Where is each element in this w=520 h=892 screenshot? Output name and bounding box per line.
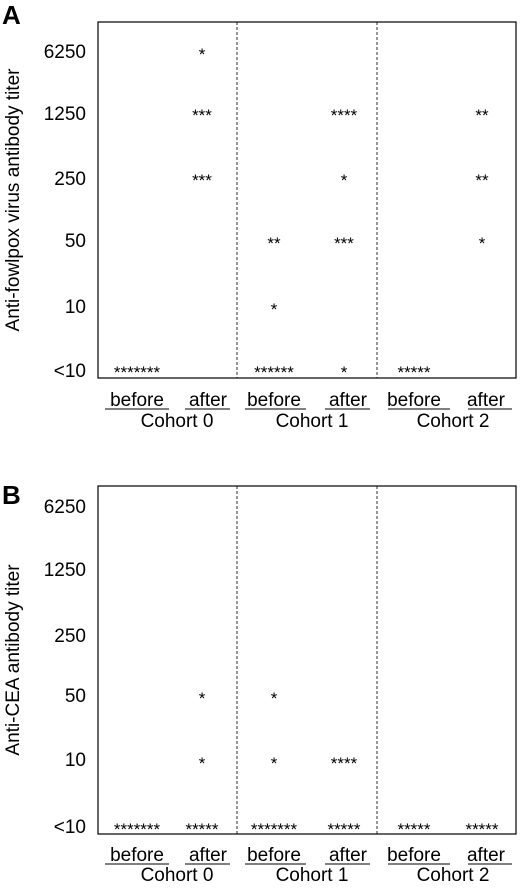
y-tick-label: 10	[65, 750, 86, 771]
data-point: ***	[192, 171, 212, 190]
before-label: before	[110, 845, 164, 866]
data-point: *****	[465, 820, 498, 839]
y-axis-label: Anti-fowlpox virus antibody titer	[3, 68, 24, 332]
panel-label: B	[2, 480, 21, 510]
y-tick-label: <10	[54, 817, 86, 838]
after-label: after	[467, 845, 506, 866]
after-label: after	[189, 845, 228, 866]
cohort-label: Cohort 0	[141, 865, 214, 886]
cohort-label: Cohort 0	[141, 411, 214, 432]
data-point: *	[479, 234, 486, 253]
data-point: **	[267, 234, 281, 253]
before-label: before	[247, 390, 301, 411]
data-point: ******	[254, 363, 294, 382]
data-point: **	[475, 106, 489, 125]
panel-label: A	[2, 0, 21, 30]
data-point: ****	[331, 754, 358, 773]
after-label: after	[329, 390, 368, 411]
data-point: *******	[251, 820, 298, 839]
y-tick-label: 6250	[44, 497, 86, 518]
plot-frame	[97, 485, 517, 835]
data-point: *	[341, 171, 348, 190]
after-label: after	[329, 845, 368, 866]
data-point: ****	[331, 106, 358, 125]
y-tick-label: 1250	[44, 560, 86, 581]
plot-frame	[97, 21, 517, 379]
data-point: *******	[114, 363, 161, 382]
data-point: ***	[192, 106, 212, 125]
y-axis-label: Anti-CEA antibody titer	[3, 564, 24, 756]
before-label: before	[247, 845, 301, 866]
cohort-label: Cohort 1	[276, 411, 349, 432]
before-label: before	[387, 390, 441, 411]
data-point: *******	[114, 820, 161, 839]
data-point: *	[271, 689, 278, 708]
y-tick-label: 6250	[44, 42, 86, 63]
y-tick-label: 10	[65, 297, 86, 318]
y-tick-label: 50	[65, 686, 86, 707]
data-point: *	[199, 689, 206, 708]
data-point: *****	[185, 820, 218, 839]
after-label: after	[189, 390, 228, 411]
y-tick-label: 50	[65, 231, 86, 252]
after-label: after	[467, 390, 506, 411]
data-point: **	[475, 171, 489, 190]
cohort-label: Cohort 2	[417, 865, 490, 886]
data-point: *	[199, 45, 206, 64]
before-label: before	[387, 845, 441, 866]
data-point: *****	[397, 820, 430, 839]
y-tick-label: 250	[54, 169, 86, 190]
data-point: *	[271, 754, 278, 773]
data-point: *****	[397, 363, 430, 382]
y-tick-label: 1250	[44, 104, 86, 125]
y-tick-label: 250	[54, 626, 86, 647]
before-label: before	[110, 390, 164, 411]
data-point: *	[271, 300, 278, 319]
data-point: *	[341, 363, 348, 382]
y-tick-label: <10	[54, 361, 86, 382]
data-point: *	[199, 754, 206, 773]
data-point: ***	[334, 234, 354, 253]
cohort-label: Cohort 2	[417, 411, 490, 432]
cohort-label: Cohort 1	[276, 865, 349, 886]
data-point: *****	[327, 820, 360, 839]
